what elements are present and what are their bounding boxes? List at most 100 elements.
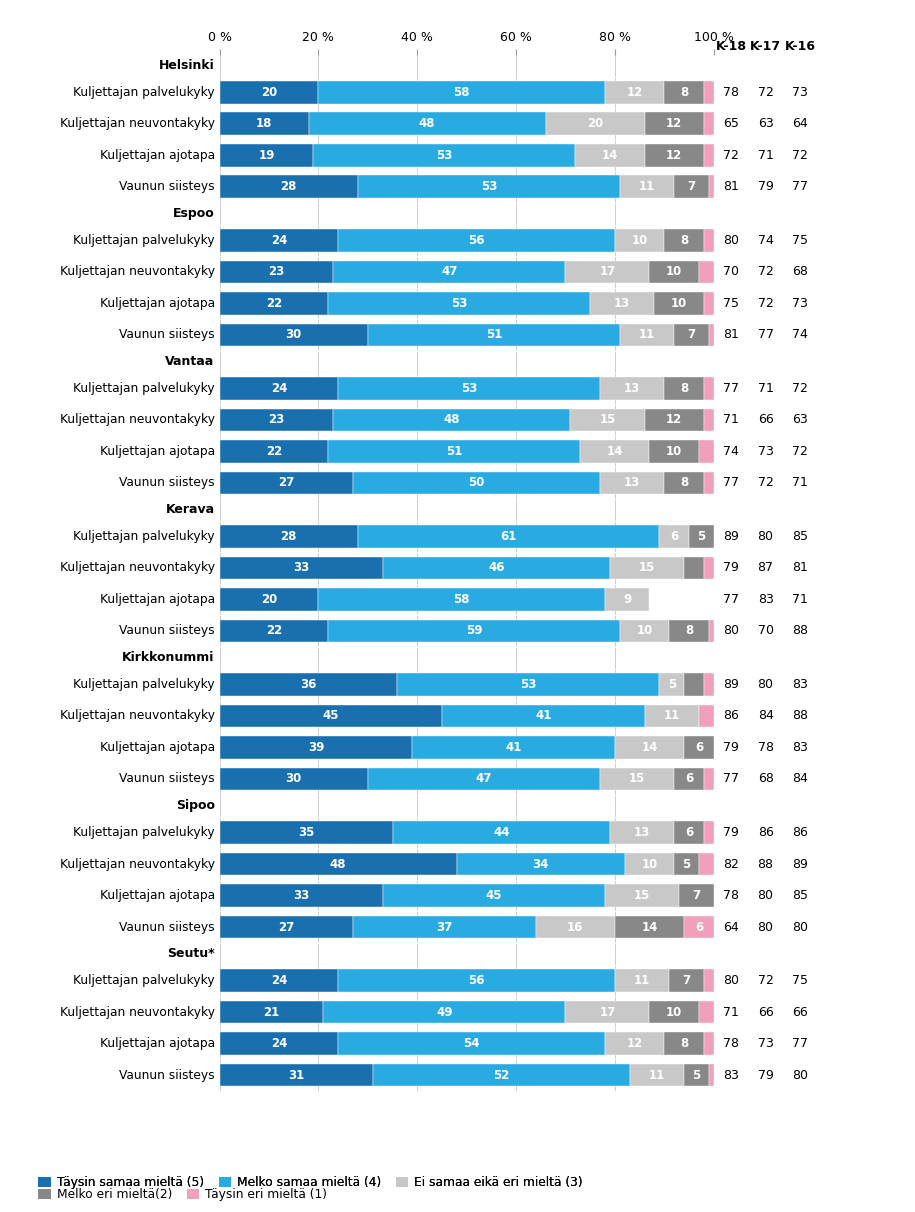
Bar <box>565 261 650 284</box>
Text: 83: 83 <box>723 1069 739 1081</box>
Text: 23: 23 <box>268 265 285 279</box>
Text: Kuljettajan palvelukyky: Kuljettajan palvelukyky <box>73 974 215 987</box>
Text: 73: 73 <box>792 297 808 310</box>
Text: 89: 89 <box>723 530 739 543</box>
Text: 71: 71 <box>758 149 773 162</box>
Legend: Melko eri mieltä(2), Täysin eri mieltä (1): Melko eri mieltä(2), Täysin eri mieltä (… <box>34 1183 332 1206</box>
Bar <box>220 377 339 400</box>
Bar <box>220 1033 339 1054</box>
Bar <box>318 588 605 611</box>
Text: 80: 80 <box>723 624 739 638</box>
Bar <box>619 176 674 199</box>
Bar <box>704 673 714 696</box>
Bar <box>220 144 314 167</box>
Bar <box>220 970 339 991</box>
Bar <box>368 767 600 790</box>
Bar <box>615 229 664 252</box>
Bar <box>220 176 358 199</box>
Text: 78: 78 <box>723 1037 739 1050</box>
Text: Kuljettajan palvelukyky: Kuljettajan palvelukyky <box>73 382 215 395</box>
Text: 77: 77 <box>723 382 739 395</box>
Text: Kuljettajan neuvontakyky: Kuljettajan neuvontakyky <box>59 561 215 574</box>
Text: 8: 8 <box>684 624 694 638</box>
Bar <box>576 144 644 167</box>
Bar <box>328 292 590 315</box>
Bar <box>625 853 674 875</box>
Bar <box>605 81 664 104</box>
Text: 72: 72 <box>792 149 808 162</box>
Text: 17: 17 <box>599 1006 616 1018</box>
Bar <box>220 81 318 104</box>
Text: 73: 73 <box>758 445 773 458</box>
Text: 75: 75 <box>792 974 808 987</box>
Text: 6: 6 <box>694 921 703 933</box>
Bar <box>684 556 704 579</box>
Text: 11: 11 <box>649 1069 665 1081</box>
Text: 20: 20 <box>261 593 277 606</box>
Bar <box>220 229 339 252</box>
Text: Kuljettajan neuvontakyky: Kuljettajan neuvontakyky <box>59 265 215 279</box>
Bar <box>644 408 704 431</box>
Text: 30: 30 <box>285 772 302 785</box>
Text: 83: 83 <box>758 593 773 606</box>
Text: 53: 53 <box>436 149 453 162</box>
Bar <box>358 525 660 548</box>
Bar <box>600 471 664 494</box>
Text: 13: 13 <box>624 476 640 490</box>
Text: 34: 34 <box>533 858 549 870</box>
Text: 14: 14 <box>641 741 658 754</box>
Text: 71: 71 <box>723 413 739 427</box>
Text: 8: 8 <box>680 234 688 247</box>
Text: K-16: K-16 <box>785 40 815 53</box>
Bar <box>565 1001 650 1023</box>
Bar <box>605 885 679 907</box>
Bar <box>615 970 669 991</box>
Text: 81: 81 <box>792 561 808 574</box>
Text: 20: 20 <box>261 86 277 99</box>
Text: Vaunun siisteys: Vaunun siisteys <box>119 921 215 933</box>
Text: 8: 8 <box>680 1037 688 1050</box>
Text: 22: 22 <box>266 445 282 458</box>
Bar <box>709 1064 714 1086</box>
Text: 56: 56 <box>468 234 485 247</box>
Text: Vaunun siisteys: Vaunun siisteys <box>119 1069 215 1081</box>
Text: 17: 17 <box>599 265 616 279</box>
Bar <box>630 1064 684 1086</box>
Bar <box>220 556 382 579</box>
Text: 74: 74 <box>758 234 773 247</box>
Text: 14: 14 <box>641 921 658 933</box>
Text: 80: 80 <box>723 234 739 247</box>
Text: Vaunun siisteys: Vaunun siisteys <box>119 328 215 342</box>
Bar <box>684 916 714 938</box>
Text: 51: 51 <box>447 445 462 458</box>
Text: 24: 24 <box>271 1037 287 1050</box>
Bar <box>709 324 714 347</box>
Text: 71: 71 <box>723 1006 739 1018</box>
Text: 12: 12 <box>666 413 683 427</box>
Text: 80: 80 <box>758 678 773 691</box>
Text: 68: 68 <box>792 265 808 279</box>
Bar <box>664 377 704 400</box>
Bar <box>610 822 674 844</box>
Bar <box>220 1064 372 1086</box>
Text: 58: 58 <box>454 86 470 99</box>
Text: 80: 80 <box>792 1069 808 1081</box>
Text: 33: 33 <box>293 890 309 902</box>
Bar <box>615 736 684 759</box>
Text: 83: 83 <box>792 678 808 691</box>
Text: 72: 72 <box>792 445 808 458</box>
Text: 7: 7 <box>687 181 695 194</box>
Bar <box>684 1064 709 1086</box>
Text: Kuljettajan palvelukyky: Kuljettajan palvelukyky <box>73 678 215 691</box>
Text: 48: 48 <box>444 413 460 427</box>
Bar <box>704 113 714 136</box>
Text: 64: 64 <box>723 921 739 933</box>
Bar <box>704 81 714 104</box>
Text: 88: 88 <box>792 709 808 722</box>
Text: 28: 28 <box>281 530 297 543</box>
Bar <box>709 176 714 199</box>
Text: K-17: K-17 <box>750 40 781 53</box>
Text: 79: 79 <box>723 741 739 754</box>
Text: 12: 12 <box>627 86 642 99</box>
Bar <box>353 916 536 938</box>
